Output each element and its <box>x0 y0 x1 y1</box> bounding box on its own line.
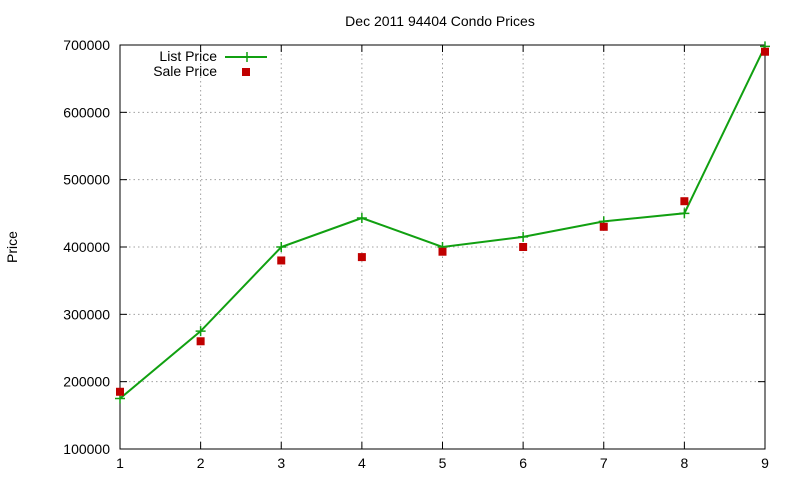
legend: List Price Sale Price <box>153 48 267 79</box>
list-price-point <box>518 231 529 242</box>
x-tick-label: 3 <box>277 455 285 471</box>
x-tick-label: 9 <box>761 455 769 471</box>
y-tick-label: 500000 <box>63 172 110 188</box>
y-tick-label: 100000 <box>63 441 110 457</box>
x-tick-label: 4 <box>358 455 366 471</box>
x-tick-label: 1 <box>116 455 124 471</box>
x-tick-label: 5 <box>439 455 447 471</box>
sale-price-point <box>680 197 689 206</box>
legend-label-list-price: List Price <box>159 48 217 64</box>
sale-price-point <box>761 47 769 56</box>
y-tick-label: 200000 <box>63 374 110 390</box>
list-price-point <box>195 326 206 337</box>
x-tick-label: 2 <box>197 455 205 471</box>
chart-title: Dec 2011 94404 Condo Prices <box>345 13 535 29</box>
x-tick-label: 8 <box>680 455 688 471</box>
list-price-point <box>276 242 287 252</box>
sale-price-point <box>519 243 528 251</box>
y-tick-label: 700000 <box>63 37 110 53</box>
sale-price-point <box>116 387 124 396</box>
axis-ticks: 100000 200000 300000 400000 500000 600000 7000… <box>63 37 769 471</box>
sale-price-point <box>438 247 447 256</box>
x-tick-label: 7 <box>600 455 608 471</box>
sale-price-point <box>357 253 366 262</box>
x-tick-label: 6 <box>519 455 527 471</box>
list-price-point <box>679 208 690 219</box>
y-tick-label: 300000 <box>63 306 110 322</box>
sale-price-point <box>599 222 608 231</box>
legend-marker-list-price <box>242 52 252 62</box>
sale-price-point <box>277 256 286 265</box>
list-price-point <box>356 213 367 224</box>
sale-price-point <box>196 337 205 346</box>
y-axis-label: Price <box>4 231 20 263</box>
legend-label-sale-price: Sale Price <box>153 63 217 79</box>
legend-marker-sale-price <box>242 68 250 76</box>
y-tick-label: 600000 <box>63 104 110 120</box>
series <box>115 41 770 404</box>
y-tick-label: 400000 <box>63 239 110 255</box>
